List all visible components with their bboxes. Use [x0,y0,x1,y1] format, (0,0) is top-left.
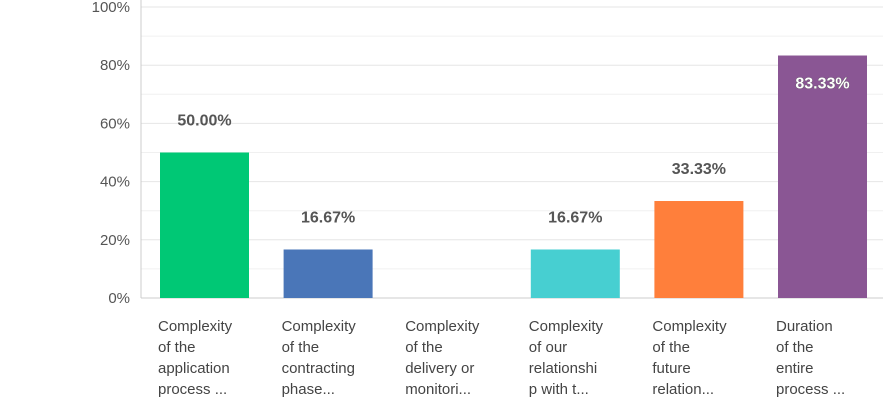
x-category-label: relationshi [529,360,597,377]
y-tick-label: 0% [108,290,130,307]
x-category-label: Duration [776,318,833,335]
x-category-label: phase... [282,381,335,398]
x-category-label: contracting [282,360,355,377]
x-category-label: of the [405,339,443,356]
data-label: 16.67% [548,209,602,226]
bar [654,201,744,298]
x-category-label: entire [776,360,814,377]
x-category-label: of the [158,339,196,356]
x-category-label: process ... [158,381,227,398]
x-category-label: Complexity [405,318,480,335]
bar [778,55,867,298]
x-category-label: Complexity [158,318,233,335]
x-category-label: monitori... [405,381,471,398]
x-category-label: of the [652,339,690,356]
x-category-label: of the [282,339,320,356]
y-tick-label: 100% [92,0,130,16]
label-layer: 50.00% 16.67% 16.67% 33.33% 83.33% [177,75,850,226]
x-category-label: Complexity [282,318,357,335]
data-label: 50.00% [177,113,231,130]
y-tick-label: 60% [100,115,130,132]
x-category-label: application [158,360,230,377]
y-tick-label: 20% [100,232,130,249]
grid-layer [141,6,883,270]
x-category-label: delivery or [405,360,474,377]
bar [283,249,373,298]
x-category-label: Complexity [529,318,604,335]
x-category-label: of the [776,339,814,356]
data-label: 16.67% [301,209,355,226]
axis-layer: 0% 20% 40% 60% 80% 100% [92,0,883,307]
y-tick-label: 80% [100,57,130,74]
data-label: 83.33% [795,76,849,93]
x-category-label: of our [529,339,567,356]
data-label: 33.33% [672,161,726,178]
bar [530,249,620,298]
xlabel-layer: Complexity of the application process ... Co… [158,318,845,398]
x-category-label: Complexity [652,318,727,335]
bar [160,152,249,298]
x-category-label: relation... [652,381,714,398]
y-tick-label: 40% [100,174,130,191]
x-category-label: p with t... [529,381,589,398]
bar-layer [160,55,867,298]
x-category-label: process ... [776,381,845,398]
x-category-label: future [652,360,690,377]
